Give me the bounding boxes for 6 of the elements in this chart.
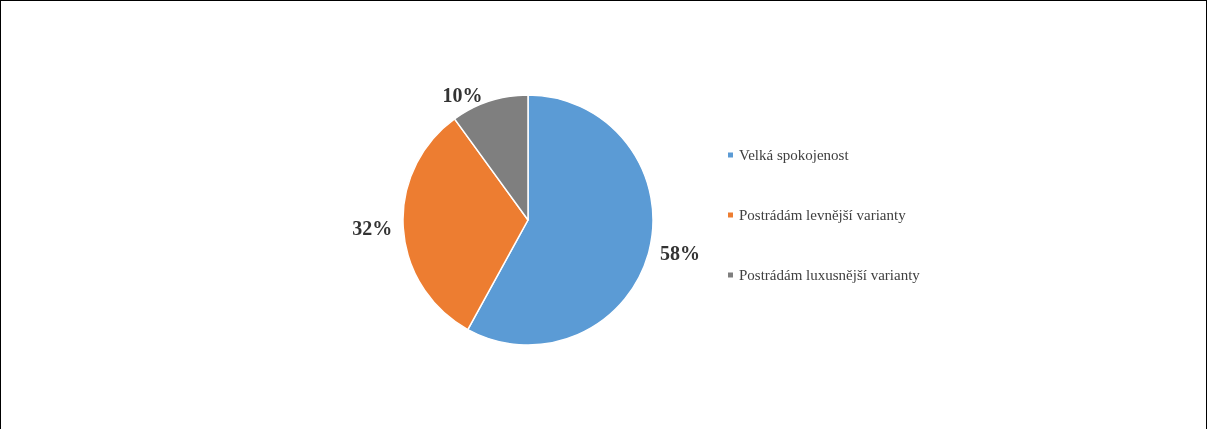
data-label: 58% (659, 241, 700, 264)
data-label: 32% (352, 217, 393, 240)
legend-label: Postrádám levnější varianty (739, 207, 907, 223)
data-label: 10% (442, 84, 483, 107)
legend-label: Velká spokojenost (739, 147, 850, 163)
legend-label: Postrádám luxusnější varianty (739, 267, 921, 283)
